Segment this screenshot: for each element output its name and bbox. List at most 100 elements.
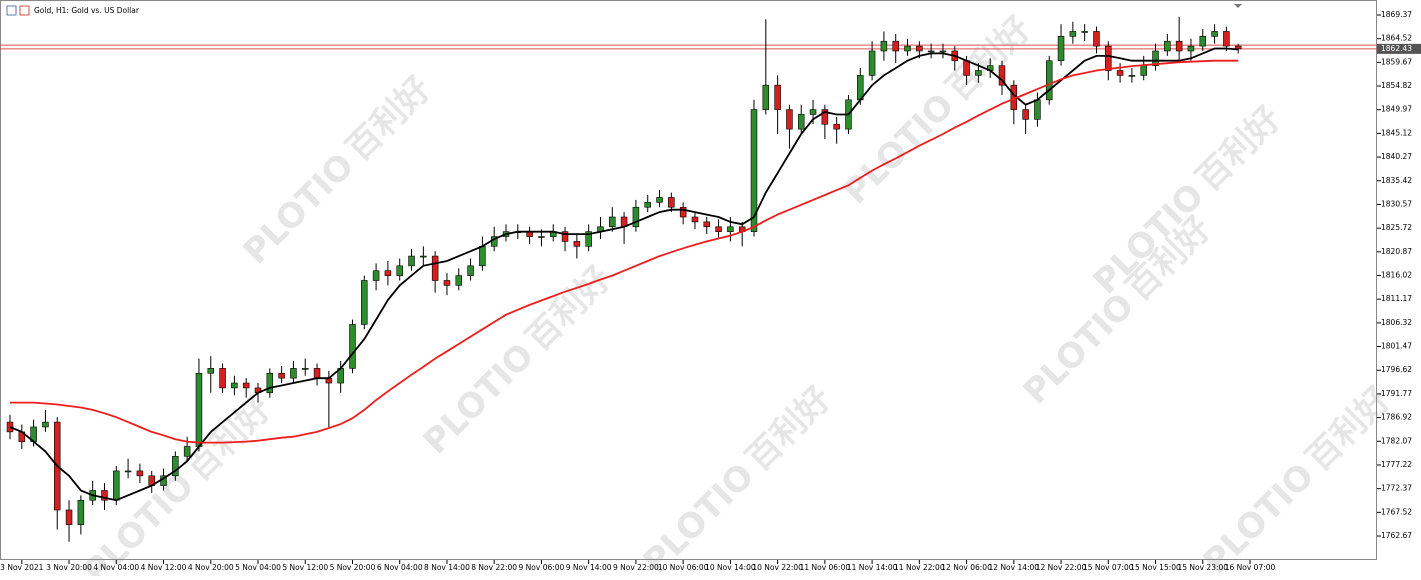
candle-body: [231, 382, 238, 389]
x-tick-label: 5 Nov 20:00: [330, 563, 376, 572]
y-tick-label: 1845.12: [1381, 128, 1412, 137]
x-tick-label: 15 Nov 15:00: [1130, 563, 1181, 572]
y-tick-label: 1864.52: [1381, 34, 1412, 43]
candle-body: [65, 509, 73, 525]
x-tick-label: 8 Nov 22:00: [471, 563, 517, 572]
candle-body: [361, 280, 368, 325]
y-tick-label: 1849.97: [1381, 105, 1412, 114]
candle-body: [774, 84, 781, 110]
candle-body: [6, 421, 14, 433]
x-tick-label: 9 Nov 06:00: [519, 563, 565, 572]
candle-body: [77, 499, 85, 525]
candle-body: [195, 372, 203, 447]
x-tick-label: 11 Nov 22:00: [894, 563, 945, 572]
candle-body: [1140, 65, 1147, 76]
candle-body: [136, 470, 144, 477]
candle-body: [656, 197, 663, 203]
candle-body: [301, 368, 309, 370]
candle-body: [585, 231, 592, 247]
candle-body: [904, 45, 911, 52]
candle-body: [467, 265, 474, 276]
candle-body: [455, 275, 463, 286]
x-tick-label: 4 Nov 20:00: [188, 563, 234, 572]
candle-body: [290, 368, 297, 379]
candle-body: [1175, 40, 1183, 52]
y-tick-label: 1840.27: [1381, 152, 1412, 161]
candle-body: [101, 490, 108, 501]
y-tick-label: 1767.52: [1381, 507, 1412, 516]
candle-body: [313, 368, 321, 379]
x-tick-label: 10 Nov 22:00: [752, 563, 803, 572]
candle-body: [384, 270, 392, 276]
candle-body: [892, 40, 899, 52]
candle-body: [242, 382, 250, 389]
price-label: 1862.43: [1381, 44, 1412, 53]
candle-body: [880, 40, 888, 52]
candle-body: [963, 60, 970, 76]
x-tick-label: 12 Nov 06:00: [941, 563, 992, 572]
x-tick-label: 9 Nov 22:00: [613, 563, 659, 572]
y-tick-label: 1791.77: [1381, 389, 1412, 398]
chart-title: Gold, H1: Gold vs. US Dollar: [34, 6, 140, 15]
candle-body: [1199, 36, 1207, 47]
candle-body: [727, 226, 734, 232]
icon[interactable]: [19, 5, 30, 16]
candle-body: [1081, 31, 1088, 33]
candle-body: [609, 216, 616, 228]
y-tick-label: 1786.92: [1381, 413, 1412, 422]
candle-body: [1116, 70, 1124, 76]
candle-body: [998, 65, 1006, 86]
candle-body: [573, 241, 581, 247]
x-tick-label: 11 Nov 14:00: [847, 563, 898, 572]
candle-body: [1057, 36, 1065, 62]
candle-body: [124, 470, 132, 473]
candle-body: [1152, 50, 1159, 66]
candle-body: [408, 255, 415, 267]
x-tick-label: 10 Nov 06:00: [658, 563, 709, 572]
candle-body: [821, 109, 829, 125]
candle-body: [372, 270, 380, 281]
x-tick-label: 5 Nov 12:00: [282, 563, 328, 572]
x-tick-label: 9 Nov 14:00: [566, 563, 612, 572]
plot-frame: [0, 0, 1377, 560]
candle-body: [797, 114, 805, 130]
moving-average: [9, 47, 1239, 502]
y-tick-label: 1859.67: [1381, 57, 1412, 66]
shift-marker: [1234, 4, 1242, 8]
candle-body: [278, 372, 285, 379]
candle-body: [644, 202, 651, 208]
candle-body: [113, 470, 120, 501]
y-tick-label: 1796.62: [1381, 365, 1412, 374]
candle-body: [172, 455, 179, 477]
candle-body: [1105, 45, 1112, 71]
candle-body: [668, 197, 675, 208]
x-tick-label: 5 Nov 04:00: [235, 563, 281, 572]
candle-body: [479, 246, 486, 267]
candle-body: [833, 123, 840, 130]
candle-body: [916, 45, 923, 52]
candle-body: [420, 255, 427, 258]
candle-body: [939, 50, 947, 53]
x-tick-label: 16 Nov 07:00: [1225, 563, 1276, 572]
candle-body: [750, 109, 758, 232]
candle-body: [349, 324, 356, 369]
candle-body: [396, 265, 403, 276]
candle-body: [868, 50, 876, 76]
candle-body: [207, 368, 215, 374]
candle-body: [1093, 31, 1100, 47]
icon[interactable]: [6, 5, 17, 16]
x-tick-label: 10 Nov 14:00: [705, 563, 756, 572]
x-tick-label: 6 Nov 04:00: [377, 563, 423, 572]
y-tick-label: 1806.32: [1381, 318, 1412, 327]
x-tick-label: 3 Nov 20:00: [46, 563, 92, 572]
candle-body: [561, 231, 569, 242]
candle-body: [927, 50, 935, 53]
candle-body: [1164, 40, 1171, 52]
x-tick-label: 15 Nov 07:00: [1083, 563, 1134, 572]
candle-body: [691, 216, 699, 223]
y-tick-label: 1801.47: [1381, 342, 1412, 351]
candle-body: [975, 70, 982, 76]
x-tick-label: 8 Nov 14:00: [424, 563, 470, 572]
